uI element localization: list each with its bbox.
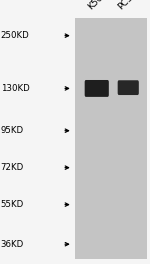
Text: PC3: PC3 [116,0,135,12]
Text: 55KD: 55KD [1,200,24,209]
Text: 36KD: 36KD [1,240,24,249]
Text: 130KD: 130KD [1,84,30,93]
Text: K562: K562 [87,0,109,12]
FancyBboxPatch shape [85,80,109,97]
Text: 250KD: 250KD [1,31,30,40]
Text: 95KD: 95KD [1,126,24,135]
Text: 72KD: 72KD [1,163,24,172]
Bar [75,18,147,259]
FancyBboxPatch shape [118,80,139,95]
